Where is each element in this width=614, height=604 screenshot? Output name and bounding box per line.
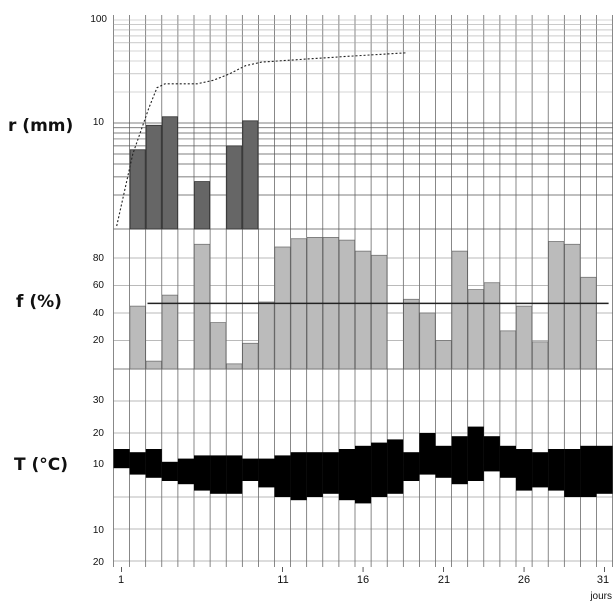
temperature-range-bar [177, 458, 194, 485]
temperature-range-bar [355, 445, 372, 504]
frequency-bar [467, 289, 484, 370]
temperature-range-bar [483, 436, 500, 472]
frequency-tick-80: 80 [93, 253, 105, 264]
frequency-panel-label: f (%) [16, 292, 62, 312]
x-axis-unit: jours [589, 591, 612, 602]
temperature-range-bar [145, 449, 162, 478]
frequency-bar [145, 360, 162, 370]
frequency-bar [515, 305, 533, 370]
temperature-range-bar [419, 433, 436, 475]
temperature-range-bar [532, 452, 549, 488]
temperature-range-bar [516, 449, 533, 491]
frequency-bar [161, 294, 178, 370]
temperature-range-bar [129, 452, 146, 475]
frequency-bar [483, 282, 500, 370]
rainfall-bar [161, 116, 178, 230]
frequency-bar [403, 298, 420, 370]
frequency-bar [210, 322, 227, 370]
temperature-range-bar [403, 452, 420, 481]
rainfall-bar [129, 149, 146, 230]
frequency-bar [564, 243, 581, 370]
temperature-range-bar [210, 455, 227, 494]
frequency-bar [226, 363, 243, 370]
temperature-range-bar [467, 426, 484, 481]
temperature-tick-10: 10 [93, 459, 105, 470]
temperature-range-bar [242, 458, 259, 481]
rainfall-bar [242, 120, 259, 230]
frequency-tick-40: 40 [93, 308, 105, 319]
temperature-range-bar [564, 449, 581, 497]
chart-marks [113, 116, 613, 504]
frequency-bar [274, 246, 291, 370]
temperature-tick-minus10: 10 [93, 525, 105, 536]
temperature-range-bar [499, 445, 516, 478]
frequency-bar [129, 305, 146, 370]
frequency-bar [193, 243, 211, 370]
x-tick-26: 26 [518, 574, 530, 586]
temperature-range-bar [580, 445, 597, 497]
temperature-range-bar [435, 445, 452, 478]
frequency-bar [451, 250, 468, 370]
temperature-tick-20: 20 [93, 428, 105, 439]
temperature-range-bar [338, 449, 355, 501]
temperature-range-bar [258, 458, 275, 488]
frequency-tick-60: 60 [93, 280, 105, 291]
frequency-bar [419, 312, 436, 370]
frequency-bar [354, 250, 372, 370]
temperature-tick-30: 30 [93, 395, 105, 406]
chart-overlay-lines [116, 52, 609, 305]
frequency-bar [371, 254, 388, 370]
frequency-tick-20: 20 [93, 335, 105, 346]
temperature-range-bar [290, 452, 307, 501]
temperature-range-bar [371, 442, 388, 497]
rainfall-bar [194, 181, 211, 230]
temperature-range-bar [194, 455, 211, 491]
rainfall-tick-100: 100 [90, 14, 107, 25]
temperature-range-bar [322, 452, 339, 494]
x-tick-1: 1 [118, 574, 124, 586]
temperature-range-bar [226, 455, 243, 494]
temperature-range-bar [306, 452, 323, 497]
frequency-bar [435, 340, 452, 370]
frequency-bar [548, 241, 565, 370]
temperature-range-bar [113, 449, 130, 469]
x-tick-21: 21 [438, 574, 450, 586]
frequency-bar [338, 239, 356, 370]
x-tick-11: 11 [277, 574, 288, 586]
rainfall-panel-label: r (mm) [8, 116, 73, 136]
frequency-bar [580, 276, 597, 370]
temperature-panel-label: T (°C) [14, 455, 68, 475]
temperature-range-bar [274, 455, 291, 497]
frequency-bar [532, 341, 549, 370]
frequency-bar [258, 301, 275, 370]
rainfall-bar [226, 145, 243, 230]
temperature-range-bar [387, 439, 404, 494]
frequency-bar [242, 342, 259, 370]
temperature-range-bar [548, 449, 565, 491]
temperature-tick-minus20: 20 [93, 557, 105, 568]
frequency-bar [499, 330, 517, 370]
temperature-range-bar [596, 445, 613, 494]
rainfall-bar [145, 124, 162, 230]
x-tick-16: 16 [357, 574, 369, 586]
rainfall-cumulative-line [116, 52, 407, 227]
temperature-range-bar [161, 461, 178, 481]
temperature-range-bar [451, 436, 468, 485]
rainfall-tick-10: 10 [93, 117, 105, 128]
x-tick-31: 31 [597, 574, 609, 586]
